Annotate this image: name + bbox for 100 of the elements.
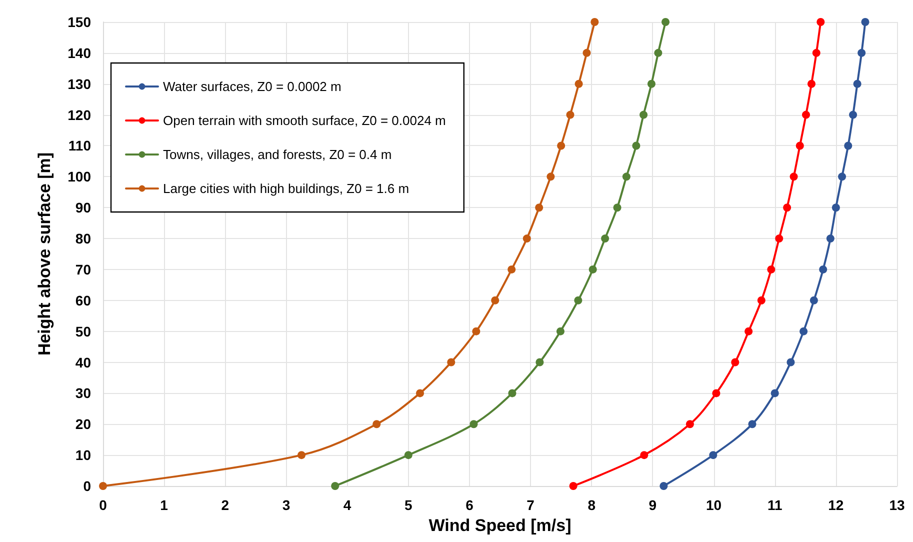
point [298, 451, 306, 460]
x-tick-label: 4 [343, 497, 352, 513]
point [613, 204, 622, 212]
y-tick-label: 80 [75, 230, 92, 247]
point [662, 18, 670, 26]
point [508, 265, 516, 274]
point [416, 389, 424, 398]
point [838, 172, 846, 181]
point [802, 110, 810, 119]
point [556, 327, 564, 336]
point [712, 389, 720, 398]
point [522, 234, 531, 243]
point [775, 234, 784, 243]
x-tick-label: 8 [588, 497, 596, 513]
point [647, 80, 656, 88]
point [790, 172, 798, 181]
point [588, 265, 597, 274]
point [491, 296, 500, 304]
x-tick-label: 11 [767, 497, 782, 513]
point [404, 451, 412, 460]
y-tick-label: 100 [68, 168, 92, 185]
point [508, 389, 516, 398]
legend-label: Towns, villages, and forests, Z0 = 0.4 m [163, 147, 392, 162]
point [372, 420, 381, 428]
point [546, 172, 555, 181]
point [654, 48, 662, 57]
point [569, 482, 578, 490]
point [853, 80, 862, 88]
y-tick-label: 50 [75, 323, 92, 340]
point [812, 48, 820, 57]
point [826, 234, 834, 243]
y-tick-label: 130 [68, 76, 92, 92]
x-tick-label: 9 [648, 497, 657, 513]
point [566, 110, 574, 119]
point [535, 204, 544, 212]
point [819, 265, 828, 274]
point [816, 18, 825, 26]
legend-label: Water surfaces, Z0 = 0.0002 m [163, 79, 342, 94]
x-tick-label: 6 [466, 497, 474, 513]
y-tick-label: 140 [68, 44, 92, 61]
x-tick-label: 3 [282, 497, 290, 513]
point [731, 358, 740, 366]
legend-label: Open terrain with smooth surface, Z0 = 0.0024 m [163, 113, 446, 128]
y-tick-label: 120 [68, 106, 92, 123]
point [590, 18, 599, 26]
point [640, 451, 648, 460]
x-tick-label: 10 [706, 497, 722, 513]
y-axis-title: Height above surface [m] [35, 152, 54, 356]
point [709, 451, 718, 460]
point [601, 234, 610, 243]
y-tick-label: 0 [83, 478, 92, 494]
point [844, 142, 852, 150]
point [557, 142, 566, 150]
x-tick-label: 7 [526, 497, 535, 513]
point [582, 48, 591, 57]
y-tick-label: 90 [75, 200, 92, 216]
point [796, 142, 804, 150]
point [808, 80, 816, 88]
point [744, 327, 753, 336]
x-tick-label: 2 [221, 497, 230, 513]
point [574, 80, 583, 88]
point [622, 172, 630, 181]
x-tick-label: 12 [828, 497, 844, 513]
point [748, 420, 756, 428]
point [472, 327, 480, 336]
y-tick-label: 30 [75, 385, 92, 402]
y-tick-label: 40 [75, 354, 92, 370]
point [786, 358, 795, 366]
x-tick-label: 0 [99, 497, 108, 513]
point [686, 420, 694, 428]
point [536, 358, 544, 366]
point [660, 482, 668, 490]
y-tick-label: 70 [75, 261, 92, 278]
point [640, 110, 648, 119]
y-tick-label: 150 [68, 14, 92, 30]
point [832, 204, 840, 212]
point [447, 358, 456, 366]
point [861, 18, 870, 26]
y-tick-label: 10 [75, 447, 92, 464]
x-tick-label: 5 [404, 497, 412, 513]
point [757, 296, 766, 304]
point [783, 204, 792, 212]
x-axis-title: Wind Speed [m/s] [428, 516, 572, 535]
legend-label: Large cities with high buildings, Z0 = 1.6 m [163, 181, 410, 196]
point [99, 482, 107, 490]
point [800, 327, 808, 336]
x-tick-label: 13 [889, 497, 905, 513]
point [767, 265, 776, 274]
point [810, 296, 818, 304]
point [849, 110, 858, 119]
point [770, 389, 779, 398]
point [858, 48, 866, 57]
y-tick-label: 60 [75, 292, 92, 308]
y-tick-label: 20 [75, 416, 92, 432]
y-tick-label: 110 [68, 138, 92, 154]
point [331, 482, 340, 490]
x-tick-label: 1 [160, 497, 168, 513]
point [574, 296, 582, 304]
point [470, 420, 478, 428]
point [632, 142, 640, 150]
